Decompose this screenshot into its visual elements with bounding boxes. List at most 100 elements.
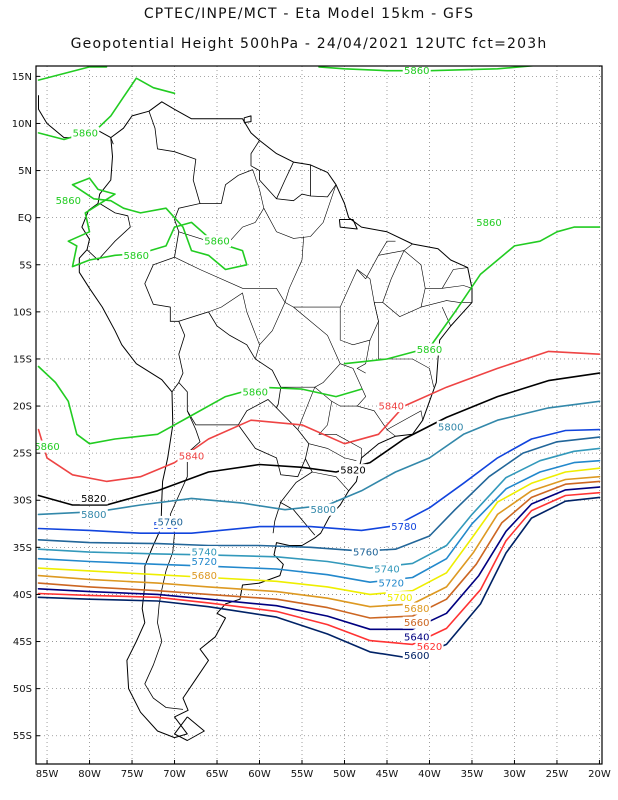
lon-label: 70W bbox=[163, 769, 186, 780]
lat-label: 15S bbox=[13, 354, 32, 365]
height-contours bbox=[37, 66, 601, 660]
state-border bbox=[263, 184, 337, 239]
coastline bbox=[128, 31, 183, 48]
contour-label-bg bbox=[190, 569, 219, 582]
contour-label-5860: 5860 bbox=[204, 237, 229, 248]
state-border bbox=[420, 300, 472, 308]
contour-label-bg bbox=[351, 546, 380, 559]
contour-5860 bbox=[37, 66, 108, 81]
contour-5840 bbox=[37, 350, 601, 483]
coastline bbox=[243, 115, 252, 123]
lat-label: 5N bbox=[18, 166, 32, 177]
lat-label: 20S bbox=[13, 402, 32, 413]
lat-label: 35S bbox=[13, 543, 32, 554]
lat-label: 5S bbox=[19, 260, 32, 271]
contour-label-5700: 5700 bbox=[387, 593, 412, 604]
state-border bbox=[386, 410, 423, 430]
contour-label-bg bbox=[377, 400, 406, 413]
lat-label: 10S bbox=[13, 307, 32, 318]
contour-label-5720: 5720 bbox=[379, 579, 404, 590]
contour-5680 bbox=[37, 475, 601, 608]
state-border bbox=[441, 306, 451, 327]
grid-lines bbox=[36, 66, 602, 764]
lon-label: 20W bbox=[588, 769, 611, 780]
contour-label-bg bbox=[402, 630, 431, 643]
lon-label: 55W bbox=[291, 769, 314, 780]
lat-label: 45S bbox=[13, 637, 32, 648]
coastline bbox=[78, 101, 473, 739]
contour-5600 bbox=[37, 496, 601, 660]
coastline bbox=[174, 716, 205, 741]
contour-label-bg bbox=[190, 555, 219, 568]
contour-5860 bbox=[37, 77, 176, 141]
contour-label-5760: 5760 bbox=[353, 548, 378, 559]
lat-label: 25S bbox=[13, 449, 32, 460]
lon-label: 80W bbox=[78, 769, 101, 780]
map-frame bbox=[35, 65, 603, 765]
contour-label-5860: 5860 bbox=[34, 442, 59, 453]
contour-label-5720: 5720 bbox=[192, 557, 217, 568]
lat-label: 50S bbox=[13, 684, 32, 695]
contour-label-bg bbox=[402, 649, 431, 662]
contour-5620 bbox=[37, 491, 601, 646]
contour-label-bg bbox=[415, 640, 444, 653]
contour-5860 bbox=[37, 365, 363, 445]
country-border bbox=[144, 256, 186, 393]
state-border bbox=[374, 250, 405, 303]
contour-label-5860: 5860 bbox=[73, 128, 98, 139]
contour-label-5820: 5820 bbox=[340, 466, 365, 477]
state-border bbox=[331, 363, 367, 407]
contour-label-bg bbox=[79, 508, 108, 521]
contour-label-5860: 5860 bbox=[417, 345, 442, 356]
lon-label: 85W bbox=[36, 769, 59, 780]
contour-5860 bbox=[67, 177, 248, 271]
contour-label-bg bbox=[377, 577, 406, 590]
contour-label-bg bbox=[122, 249, 151, 262]
contour-label-bg bbox=[338, 464, 367, 477]
state-border bbox=[339, 269, 379, 346]
contour-label-5680: 5680 bbox=[404, 604, 429, 615]
contour-label-5760: 5760 bbox=[158, 517, 183, 528]
contour-label-bg bbox=[156, 515, 185, 528]
contour-labels: 5860 5860 5860 5860 5860 5860 5860 5860 5860 5840… bbox=[34, 66, 503, 662]
contour-label-bg bbox=[474, 216, 503, 229]
country-border bbox=[148, 111, 201, 258]
contour-label-5820: 5820 bbox=[81, 494, 106, 505]
contour-5640 bbox=[37, 486, 601, 631]
state-border bbox=[174, 256, 366, 308]
lat-label: 40S bbox=[13, 590, 32, 601]
country-border bbox=[178, 382, 277, 426]
contour-label-bg bbox=[54, 194, 83, 207]
contour-label-5860: 5860 bbox=[404, 66, 429, 77]
contour-label-5860: 5860 bbox=[243, 387, 268, 398]
map-title-line2: Geopotential Height 500hPa - 24/04/2021 … bbox=[70, 36, 548, 52]
contour-label-bg bbox=[190, 546, 219, 559]
contour-label-bg bbox=[389, 520, 418, 533]
longitude-labels: 85W 80W 75W 70W 65W 60W 55W 50W 45W 40W 35W 30W 25W 2… bbox=[36, 760, 611, 780]
country-border bbox=[178, 311, 282, 409]
contour-label-bg bbox=[309, 503, 338, 516]
contour-5780 bbox=[37, 428, 601, 534]
coastline bbox=[200, 44, 211, 48]
contour-label-5860: 5860 bbox=[56, 196, 81, 207]
contour-label-5800: 5800 bbox=[81, 510, 106, 521]
lon-label: 75W bbox=[121, 769, 144, 780]
lon-label: 65W bbox=[206, 769, 229, 780]
lon-label: 25W bbox=[546, 769, 569, 780]
state-border bbox=[373, 302, 434, 388]
contour-5820 bbox=[37, 372, 601, 506]
contour-label-5640: 5640 bbox=[404, 632, 429, 643]
contour-label-5840: 5840 bbox=[179, 451, 204, 462]
contour-label-5780: 5780 bbox=[391, 522, 416, 533]
contour-label-5800: 5800 bbox=[438, 422, 463, 433]
state-border bbox=[425, 267, 468, 289]
contour-label-5860: 5860 bbox=[124, 251, 149, 262]
lon-label: 45W bbox=[376, 769, 399, 780]
contour-label-bg bbox=[372, 563, 401, 576]
contour-label-5840: 5840 bbox=[379, 402, 404, 413]
contour-label-bg bbox=[385, 591, 414, 604]
state-border bbox=[318, 401, 362, 458]
contour-label-bg bbox=[402, 66, 431, 77]
state-border bbox=[280, 386, 332, 402]
